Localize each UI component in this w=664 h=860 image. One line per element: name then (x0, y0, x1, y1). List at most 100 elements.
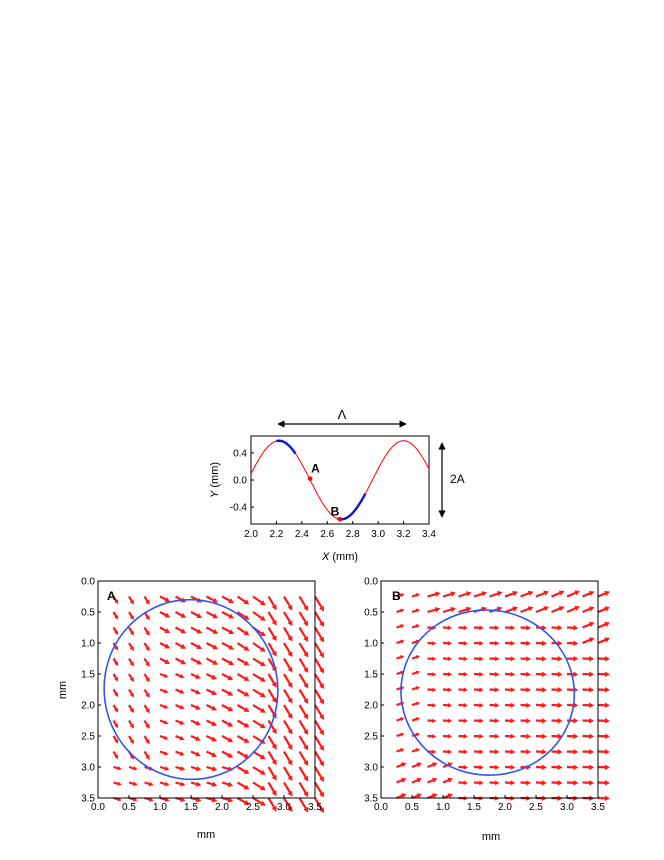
panel-b-vector-arrowhead (526, 671, 532, 677)
panel-a-vector-arrow (314, 626, 324, 641)
panel-a-vector-arrowhead (180, 781, 186, 787)
panel-a-vector-arrowhead (133, 781, 138, 786)
panel-b-vector-arrowhead (401, 777, 407, 783)
panel-a-vector-arrow (314, 766, 324, 780)
panel-a-vector-arrowhead (271, 619, 277, 626)
panel-b-vector-arrowhead (400, 748, 405, 753)
panel-a-vector-arrowhead (114, 754, 119, 760)
panel-a-vector-arrowhead (145, 692, 150, 698)
panel-a-vector-arrow (314, 704, 324, 718)
panel-a-vector-arrowhead (145, 708, 150, 714)
panel-a-vector-arrow (252, 657, 264, 666)
panel-a-vector-arrowhead (243, 630, 250, 636)
panel-b-vector-arrowhead (541, 671, 547, 677)
panel-b-vector-arrowhead (415, 593, 420, 598)
panel-a-vector-arrow (252, 797, 264, 806)
panel-a-ellipse (103, 598, 279, 781)
panel-a-vector-arrowhead (196, 628, 203, 634)
panel-b-vector-arrowhead (401, 793, 407, 799)
panel-a-vector-arrow (283, 595, 292, 609)
panel-b-vector-arrowhead (432, 793, 438, 799)
panel-b-vector-arrowhead (432, 703, 437, 708)
panel-b-vector-arrowhead (541, 718, 547, 724)
panel-b-y-tick-label: 2.5 (364, 732, 378, 743)
panel-a-vector-arrowhead (271, 805, 277, 812)
panel-b-ellipse (400, 609, 576, 776)
panel-a-vector-arrowhead (211, 674, 217, 680)
panel-a-y-tick-label: 3.0 (81, 763, 95, 774)
panel-b-x-tick-label: 3.0 (560, 802, 574, 813)
panel-a-vector-arrowhead (196, 644, 203, 649)
panel-a-vector-arrowhead (195, 751, 201, 757)
panel-a-vector-arrowhead (303, 791, 309, 797)
panel-b-vector-arrowhead (463, 687, 468, 693)
panel-a-vector-arrow (314, 781, 324, 796)
panel-a-vector-arrowhead (180, 766, 186, 771)
panel-a-vector-arrowhead (271, 790, 277, 797)
panel-a-vector-arrow (314, 673, 324, 687)
panel-a-vector-arrowhead (243, 769, 250, 774)
panel-b-vector-arrowhead (557, 625, 563, 631)
panel-a-vector-arrowhead (271, 728, 277, 735)
panel-b-y-tick-label: 2.0 (364, 701, 378, 712)
panel-a-vector-arrowhead (180, 659, 187, 665)
panel-b-vector-arrowhead (604, 671, 610, 677)
panel-a-vector-arrowhead (228, 660, 235, 665)
panel-b-vector-arrowhead (400, 624, 405, 629)
panel-b-vector-arrowhead (573, 656, 579, 662)
panel-a-vector-arrowhead (211, 721, 217, 726)
panel-a-vector-arrow (252, 766, 264, 775)
panel-b-vector-arrows (396, 590, 610, 801)
point-a-marker (307, 476, 313, 481)
panel-a-vector-arrowhead (212, 644, 219, 650)
panel-b-vector-arrowhead (526, 625, 532, 631)
wave-x-tick-label: 2.6 (320, 529, 334, 540)
panel-a-x-tick-label: 1.0 (153, 802, 167, 813)
panel-b-vector-arrowhead (604, 702, 610, 708)
panel-b-vector-arrowhead (557, 749, 563, 755)
wave-x-tick-label: 2.0 (244, 529, 258, 540)
panel-a-vector-arrowhead (163, 673, 169, 678)
wave-y-tick-label: 0.0 (233, 476, 247, 487)
vector-field-panel-a: 0.0 0.5 1.0 1.5 2.0 2.5 3.0 3.50.00.51.01.52.02… (57, 577, 324, 841)
panel-b-vector-arrowhead (465, 591, 472, 597)
panel-b-vector-arrowhead (557, 640, 563, 646)
panel-a-vector-arrow (298, 735, 308, 749)
panel-b-vector-arrowhead (415, 748, 420, 753)
panel-b-x-axis-label: mm (482, 831, 500, 843)
panel-a-vector-arrowhead (211, 781, 218, 787)
panel-b-vector-arrowhead (463, 671, 468, 677)
panel-a-vector-arrowhead (179, 704, 185, 710)
panel-a-vector-arrowhead (243, 800, 250, 805)
panel-b-x-tick-label: 1.5 (467, 802, 481, 813)
panel-b-vector-arrowhead (573, 702, 579, 708)
panel-b-vector-arrowhead (400, 639, 405, 644)
panel-a-vector-arrowhead (145, 739, 150, 745)
panel-b-vector-arrowhead (557, 733, 563, 739)
panel-a-vector-arrowhead (243, 691, 250, 697)
panel-a-vector-arrowhead (271, 604, 277, 611)
panel-b-vector-arrowhead (526, 656, 532, 662)
panel-a-vector-arrow (252, 735, 264, 744)
panel-a-x-tick-label: 2.5 (246, 802, 260, 813)
panel-b-vector-arrowhead (463, 764, 468, 770)
panel-a-vector-arrow (267, 626, 277, 640)
panel-a-vector-arrowhead (211, 690, 217, 695)
panel-b-vector-arrowhead (415, 686, 420, 691)
panel-a-vector-arrow (267, 673, 277, 686)
panel-a-vector-arrowhead (114, 661, 119, 667)
panel-a-vector-arrowhead (243, 722, 250, 728)
panel-a-vector-arrow (283, 642, 292, 656)
panel-a-vector-arrow (314, 611, 324, 625)
panel-b-vector-arrowhead (510, 733, 516, 739)
panel-a-vector-arrowhead (129, 723, 134, 729)
panel-a-vector-arrowhead (243, 707, 250, 712)
panel-a-x-tick-label: 1.5 (184, 802, 198, 813)
panel-a-vector-arrow (314, 735, 324, 749)
panel-b-vector-arrowhead (479, 733, 484, 739)
panel-a-vector-arrow (283, 781, 292, 795)
panel-b-vector-arrowhead (479, 671, 484, 677)
panel-a-vector-arrow (283, 719, 292, 733)
panel-a-vector-arrowhead (243, 738, 250, 743)
point-a-label: A (311, 462, 320, 476)
